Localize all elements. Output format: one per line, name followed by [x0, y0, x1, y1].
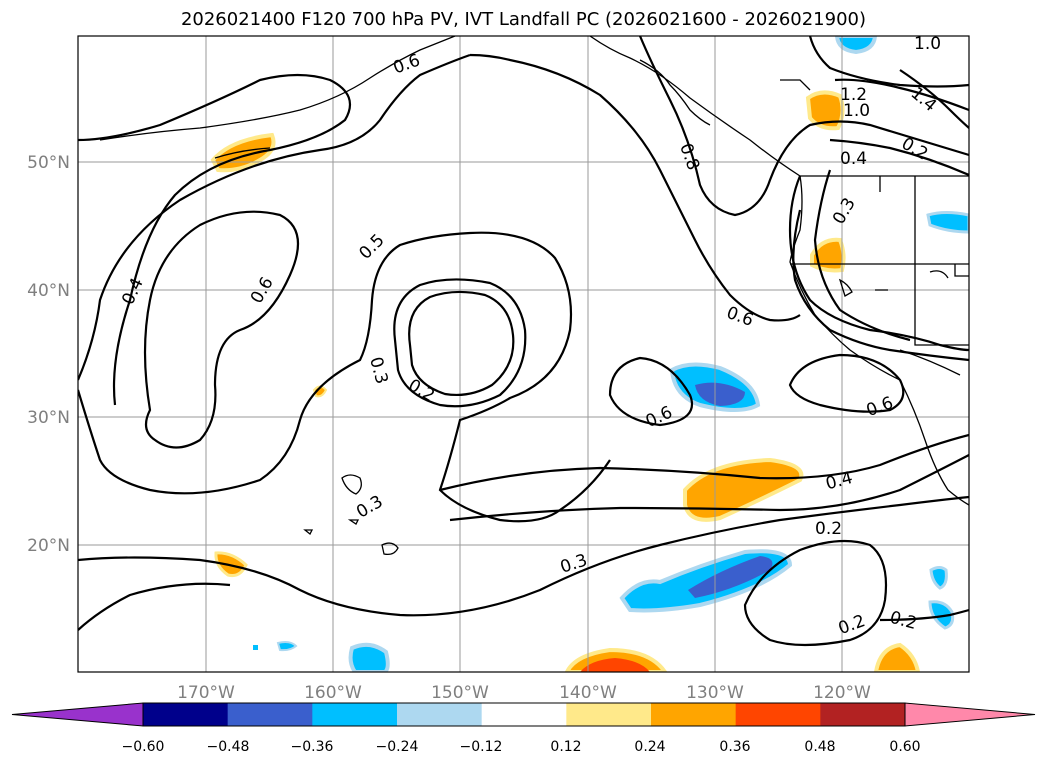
colorbar-bin	[481, 703, 567, 726]
contour-0p3-east	[813, 169, 911, 342]
colorbar-bin	[312, 703, 398, 726]
colorbar-tick: 0.24	[634, 739, 665, 755]
colorbar-outline	[142, 702, 906, 727]
anomaly-negative	[929, 566, 948, 590]
lon-label: 140°W	[559, 683, 617, 703]
colorbar-bin	[820, 703, 906, 726]
contour-0p7	[829, 138, 969, 177]
colorbar-bin	[227, 703, 313, 726]
lat-label: 20°N	[27, 536, 70, 556]
contour-label: 1.0	[843, 101, 870, 121]
contour-0p3-inner	[393, 278, 527, 408]
colorbar-bin	[143, 703, 229, 726]
lon-tick-labels: 170°W 160°W 150°W 140°W 130°W 120°W	[177, 683, 871, 703]
colorbar-bin	[651, 703, 737, 726]
anomaly-strong-negative	[695, 382, 745, 406]
colorbar-tick: 0.12	[550, 739, 581, 755]
anomaly-negative	[276, 641, 298, 652]
contour-1p0-b	[808, 36, 969, 88]
anomaly-strong	[580, 658, 650, 672]
contour-0p6-west	[143, 210, 300, 449]
colorbar: −0.60 −0.48 −0.36 −0.24 −0.12 0.12 0.24 …	[11, 702, 1036, 755]
contour-1p4	[899, 69, 969, 129]
contour-0p3-sw	[78, 582, 231, 631]
contour-0p4-west-lower	[78, 231, 611, 523]
colorbar-tick: −0.36	[291, 739, 334, 755]
contour-0p6-mid	[608, 356, 693, 427]
lat-label: 50°N	[27, 153, 70, 173]
colorbar-bin	[397, 703, 483, 726]
lat-label: 30°N	[27, 408, 70, 428]
anomaly-strong-negative	[688, 556, 773, 598]
lat-label: 40°N	[27, 281, 70, 301]
colorbar-tick-labels: −0.60 −0.48 −0.36 −0.24 −0.12 0.12 0.24 …	[122, 739, 921, 755]
colorbar-tick: 0.48	[804, 739, 835, 755]
colorbar-tick: −0.48	[207, 739, 250, 755]
contour-0p2-core	[408, 290, 515, 397]
contour-label: 1.2	[840, 85, 867, 105]
anomaly-positive	[873, 642, 921, 672]
lon-label: 150°W	[431, 683, 489, 703]
lon-label: 170°W	[177, 683, 235, 703]
contour-label: 1.0	[914, 34, 941, 54]
anomaly-negative	[926, 211, 969, 234]
anomaly-negative	[348, 642, 390, 672]
colorbar-extend-low	[11, 702, 144, 727]
contour-0p4-south	[439, 433, 969, 492]
lon-label: 160°W	[304, 683, 362, 703]
colorbar-bin	[735, 703, 821, 726]
contour-1p0-a	[788, 175, 969, 352]
colorbar-tick: −0.60	[122, 739, 165, 755]
anomaly-positive	[810, 237, 846, 273]
colorbar-extend-high	[904, 702, 1036, 727]
colorbar-tick: 0.60	[889, 739, 920, 755]
contour-0p6-north	[469, 53, 801, 322]
contour-0p3-south	[78, 495, 969, 617]
contour-0p4-east	[792, 209, 969, 362]
contour-label: 0.4	[840, 149, 867, 169]
contour-0p2-southeast	[743, 539, 888, 647]
anomaly-negative	[834, 36, 878, 55]
contour-0p5	[78, 53, 471, 381]
lat-tick-labels: 50°N 40°N 30°N 20°N	[27, 153, 70, 556]
contour-0p2-far	[879, 608, 969, 622]
colorbar-tick: −0.12	[460, 739, 503, 755]
contour-0p6-east	[788, 353, 905, 413]
colorbar-tick: −0.24	[376, 739, 419, 755]
anomaly-negative	[253, 645, 258, 650]
map-frame	[77, 35, 970, 673]
colorbar-bin	[566, 703, 652, 726]
map-title: 2026021400 F120 700 hPa PV, IVT Landfall…	[180, 9, 867, 30]
contour-1p2	[834, 78, 969, 112]
colorbar-tick: 0.36	[719, 739, 750, 755]
lon-label: 120°W	[813, 683, 871, 703]
contour-0p8	[638, 36, 969, 217]
contour-label: 0.2	[815, 519, 842, 539]
anomaly-positive	[312, 385, 328, 398]
pv-contours	[78, 36, 969, 647]
contour-0p4-west	[78, 73, 352, 406]
contour-0p2-south	[449, 454, 969, 522]
lon-label: 130°W	[686, 683, 744, 703]
